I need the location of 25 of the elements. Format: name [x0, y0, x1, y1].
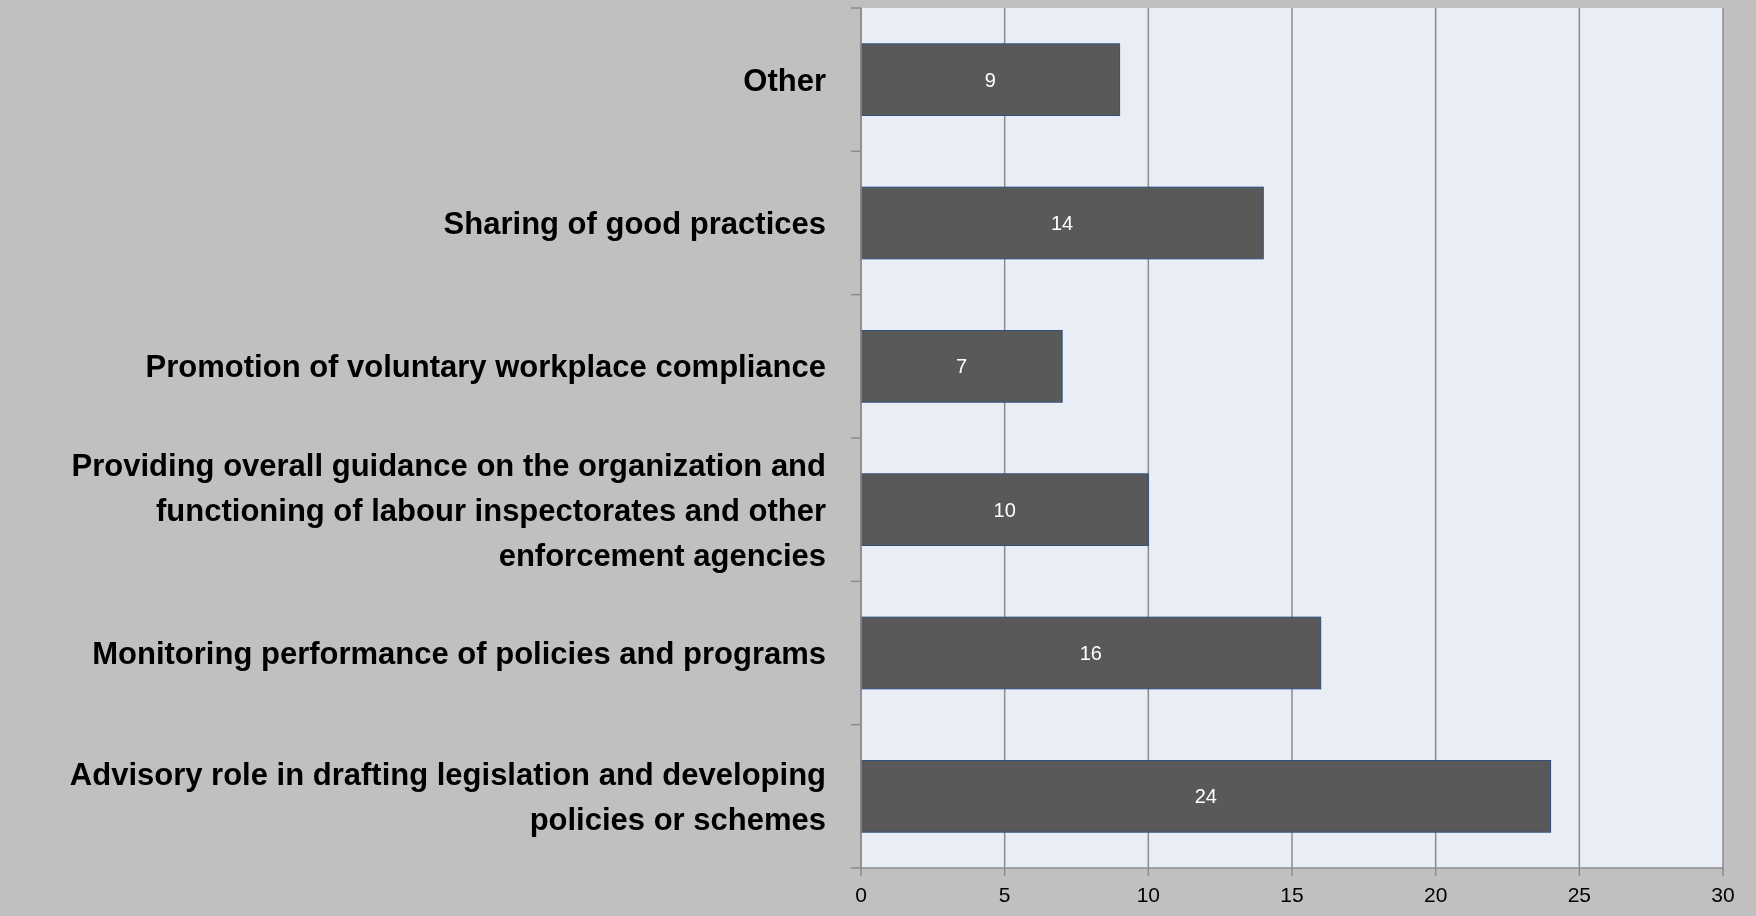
bar	[860, 473, 1149, 546]
y-tick-label: Promotion of voluntary workplace compliance	[145, 349, 826, 385]
x-tick-label: 5	[998, 883, 1011, 906]
y-tick-label: Other	[743, 62, 826, 98]
data-label: 16	[1079, 642, 1102, 664]
bar	[860, 43, 1121, 116]
x-tick-label: 10	[1136, 883, 1161, 906]
x-tick-label: 0	[855, 883, 867, 906]
data-label: 10	[993, 498, 1016, 521]
y-tick-label: Providing overall guidance on the organization and functioning of labour inspectorates and other enforcement agencies	[71, 447, 826, 573]
y-tick-label: Advisory role in drafting legislation and developing policies or schemes	[69, 756, 826, 837]
bar	[860, 760, 1552, 833]
x-tick-label: 25	[1567, 883, 1592, 906]
x-tick-label: 20	[1423, 883, 1448, 906]
x-tick-label: 30	[1711, 883, 1735, 906]
data-label: 9	[984, 68, 996, 91]
bar	[860, 330, 1063, 403]
y-tick-label: Monitoring performance of policies and programs	[92, 635, 826, 671]
data-label: 7	[956, 355, 968, 378]
data-label: 24	[1194, 785, 1217, 808]
bar	[860, 616, 1322, 690]
bar	[860, 186, 1264, 260]
y-tick-label: Sharing of good practices	[443, 205, 826, 241]
x-tick-label: 15	[1280, 883, 1304, 906]
data-label: 14	[1051, 212, 1074, 234]
